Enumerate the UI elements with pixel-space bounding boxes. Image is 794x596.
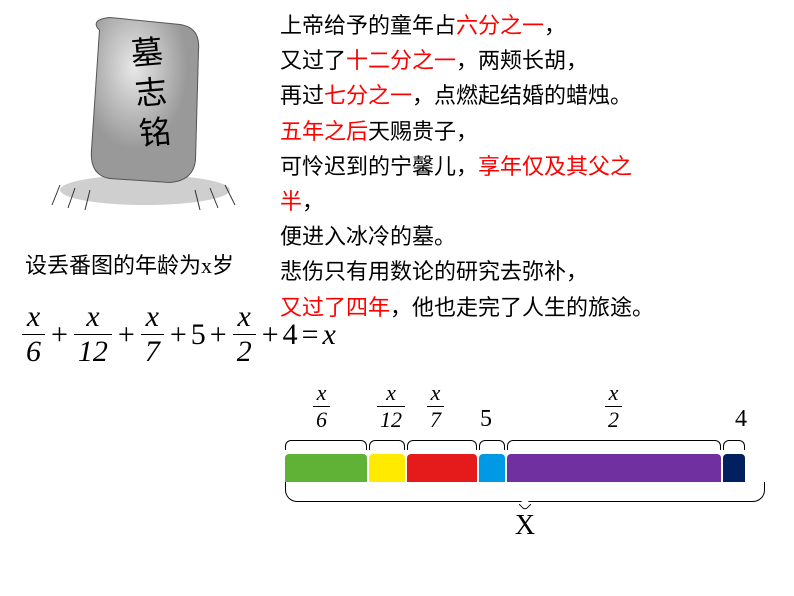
- segment-bar: [369, 454, 405, 482]
- segment-bar: [507, 454, 721, 482]
- segment-bar: [479, 454, 505, 482]
- total-x-label: X: [285, 510, 765, 542]
- segment-bar: [285, 454, 367, 482]
- number-line-diagram: x6x12x75x24 X: [285, 380, 765, 542]
- segment-bar: [723, 454, 745, 482]
- svg-text:铭: 铭: [137, 113, 172, 152]
- epitaph-stone-image: 墓 志 铭: [50, 10, 240, 210]
- segment-bar: [407, 454, 477, 482]
- poem-text: 上帝给予的童年占六分之一， 又过了十二分之一，两颊长胡， 再过七分之一，点燃起结…: [280, 8, 780, 325]
- main-equation: x6 + x12 + x7 + 5 + x2 + 4 = x: [20, 300, 336, 369]
- setup-text: 设丢番图的年龄为x岁: [25, 248, 234, 280]
- svg-text:墓: 墓: [129, 33, 164, 72]
- svg-text:志: 志: [133, 73, 168, 112]
